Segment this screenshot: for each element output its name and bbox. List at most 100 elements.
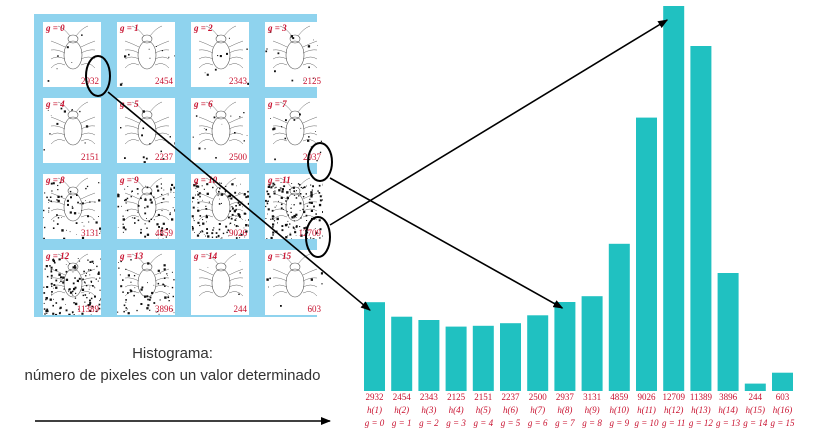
tile-count-label: 3131 [81,228,99,238]
bar-category-label: h(12) [664,405,684,415]
histogram-bar [472,325,494,391]
tile-level-label: g = 13 [120,251,144,261]
bar-g-label: g = 9 [610,418,630,428]
histogram-bar [581,296,603,391]
threshold-tile: g = 6 2500 [191,98,249,163]
tile-count-label: 4859 [155,228,173,238]
tile-image [270,101,322,162]
threshold-tile: g = 11 12709 [265,174,323,239]
tile-image [198,25,249,85]
tile-level-label: g = 7 [268,99,287,109]
tile-count-label: 2500 [229,152,247,162]
bar-value-label: 603 [776,392,790,402]
bar-value-label: 2237 [502,392,521,402]
bar-g-label: g = 14 [743,418,768,428]
histogram-bar [717,273,739,391]
tile-image [47,25,96,82]
caption-description: número de pixeles con un valor determina… [24,367,321,384]
tile-level-label: g = 14 [194,251,218,261]
bar-g-label: g = 4 [474,418,494,428]
bar-category-label: h(3) [421,405,436,415]
highlight-ellipse [85,55,111,97]
bar-category-label: h(7) [530,405,545,415]
bar-g-label: g = 2 [419,418,439,428]
histogram-bar [500,323,521,391]
threshold-tile: g = 2 2343 [191,22,249,87]
caption-title: Histograma: [132,345,213,362]
threshold-tile: g = 0 2932 [43,22,101,87]
bar-g-label: g = 13 [716,418,741,428]
bar-value-label: 3131 [583,392,601,402]
bar-category-label: h(2) [394,405,409,415]
histogram-bar [608,243,630,391]
tile-image [117,253,175,315]
bar-category-label: h(9) [585,405,600,415]
tile-count-label: 244 [233,304,248,314]
bar-g-label: g = 1 [392,418,412,428]
bar-value-label: 2151 [474,392,492,402]
highlight-ellipse [307,142,333,182]
tile-image [265,25,318,82]
tile-count-label: 2937 [303,152,321,162]
bar-category-label: h(6) [503,405,518,415]
bar-value-label: 2500 [529,392,548,402]
tile-count-label: 2237 [155,152,173,162]
histogram-bar [636,117,657,391]
histogram-bar [690,46,712,391]
tile-level-label: g = 10 [194,175,218,185]
threshold-tile: g = 4 2151 [43,98,101,163]
tile-count-label: 603 [307,304,322,314]
bar-category-label: h(11) [637,405,656,415]
tile-image [43,101,96,151]
tile-level-label: g = 1 [120,23,139,33]
bar-value-label: 3896 [719,392,738,402]
threshold-tile: g = 3 2125 [265,22,323,87]
tile-level-label: g = 8 [46,175,65,185]
tile-level-label: g = 15 [268,251,292,261]
bar-g-label: g = 15 [770,418,795,428]
bar-category-label: h(10) [610,405,630,415]
threshold-tile: g = 8 3131 [43,174,101,239]
bar-g-label: g = 0 [365,418,385,428]
tile-level-label: g = 0 [46,23,65,33]
tile-level-label: g = 6 [194,99,213,109]
bar-value-label: 244 [749,392,763,402]
threshold-tile: g = 1 2454 [117,22,175,87]
tile-level-label: g = 11 [268,175,291,185]
arrow-to-bar [329,19,669,226]
arrow-to-bar [107,91,371,311]
tile-count-label: 9026 [229,228,247,238]
histogram-bar [772,372,793,391]
bar-g-label: g = 11 [662,418,685,428]
histogram-bar [554,302,576,391]
tile-image [120,101,175,163]
bar-value-label: 11389 [690,392,713,402]
bar-value-label: 2932 [366,392,384,402]
bar-value-label: 2937 [556,392,575,402]
threshold-tile: g = 13 3896 [117,250,175,315]
tile-image [198,253,244,298]
tile-count-label: 3896 [155,304,173,314]
bar-g-label: g = 10 [634,418,659,428]
threshold-tile: g = 5 2237 [117,98,175,163]
bar-g-label: g = 8 [582,418,602,428]
tile-count-label: 2343 [229,76,247,86]
bar-value-label: 4859 [610,392,629,402]
tile-count-label: 2125 [303,76,321,86]
histogram-bar [744,383,766,391]
tile-count-label: 12709 [298,228,322,238]
threshold-tile: g = 14 244 [191,250,249,315]
bar-category-label: h(1) [367,405,382,415]
tile-level-label: g = 3 [268,23,287,33]
histogram-bar [418,320,440,391]
threshold-tile: g = 9 4859 [117,174,175,239]
tile-count-label: 11389 [76,304,99,314]
bar-value-label: 2343 [420,392,439,402]
bar-g-label: g = 7 [555,418,575,428]
bar-category-label: h(8) [557,405,572,415]
threshold-tile: g = 7 2937 [265,98,323,163]
tile-level-label: g = 4 [46,99,65,109]
bar-category-label: h(5) [476,405,491,415]
bar-g-label: g = 5 [501,418,521,428]
